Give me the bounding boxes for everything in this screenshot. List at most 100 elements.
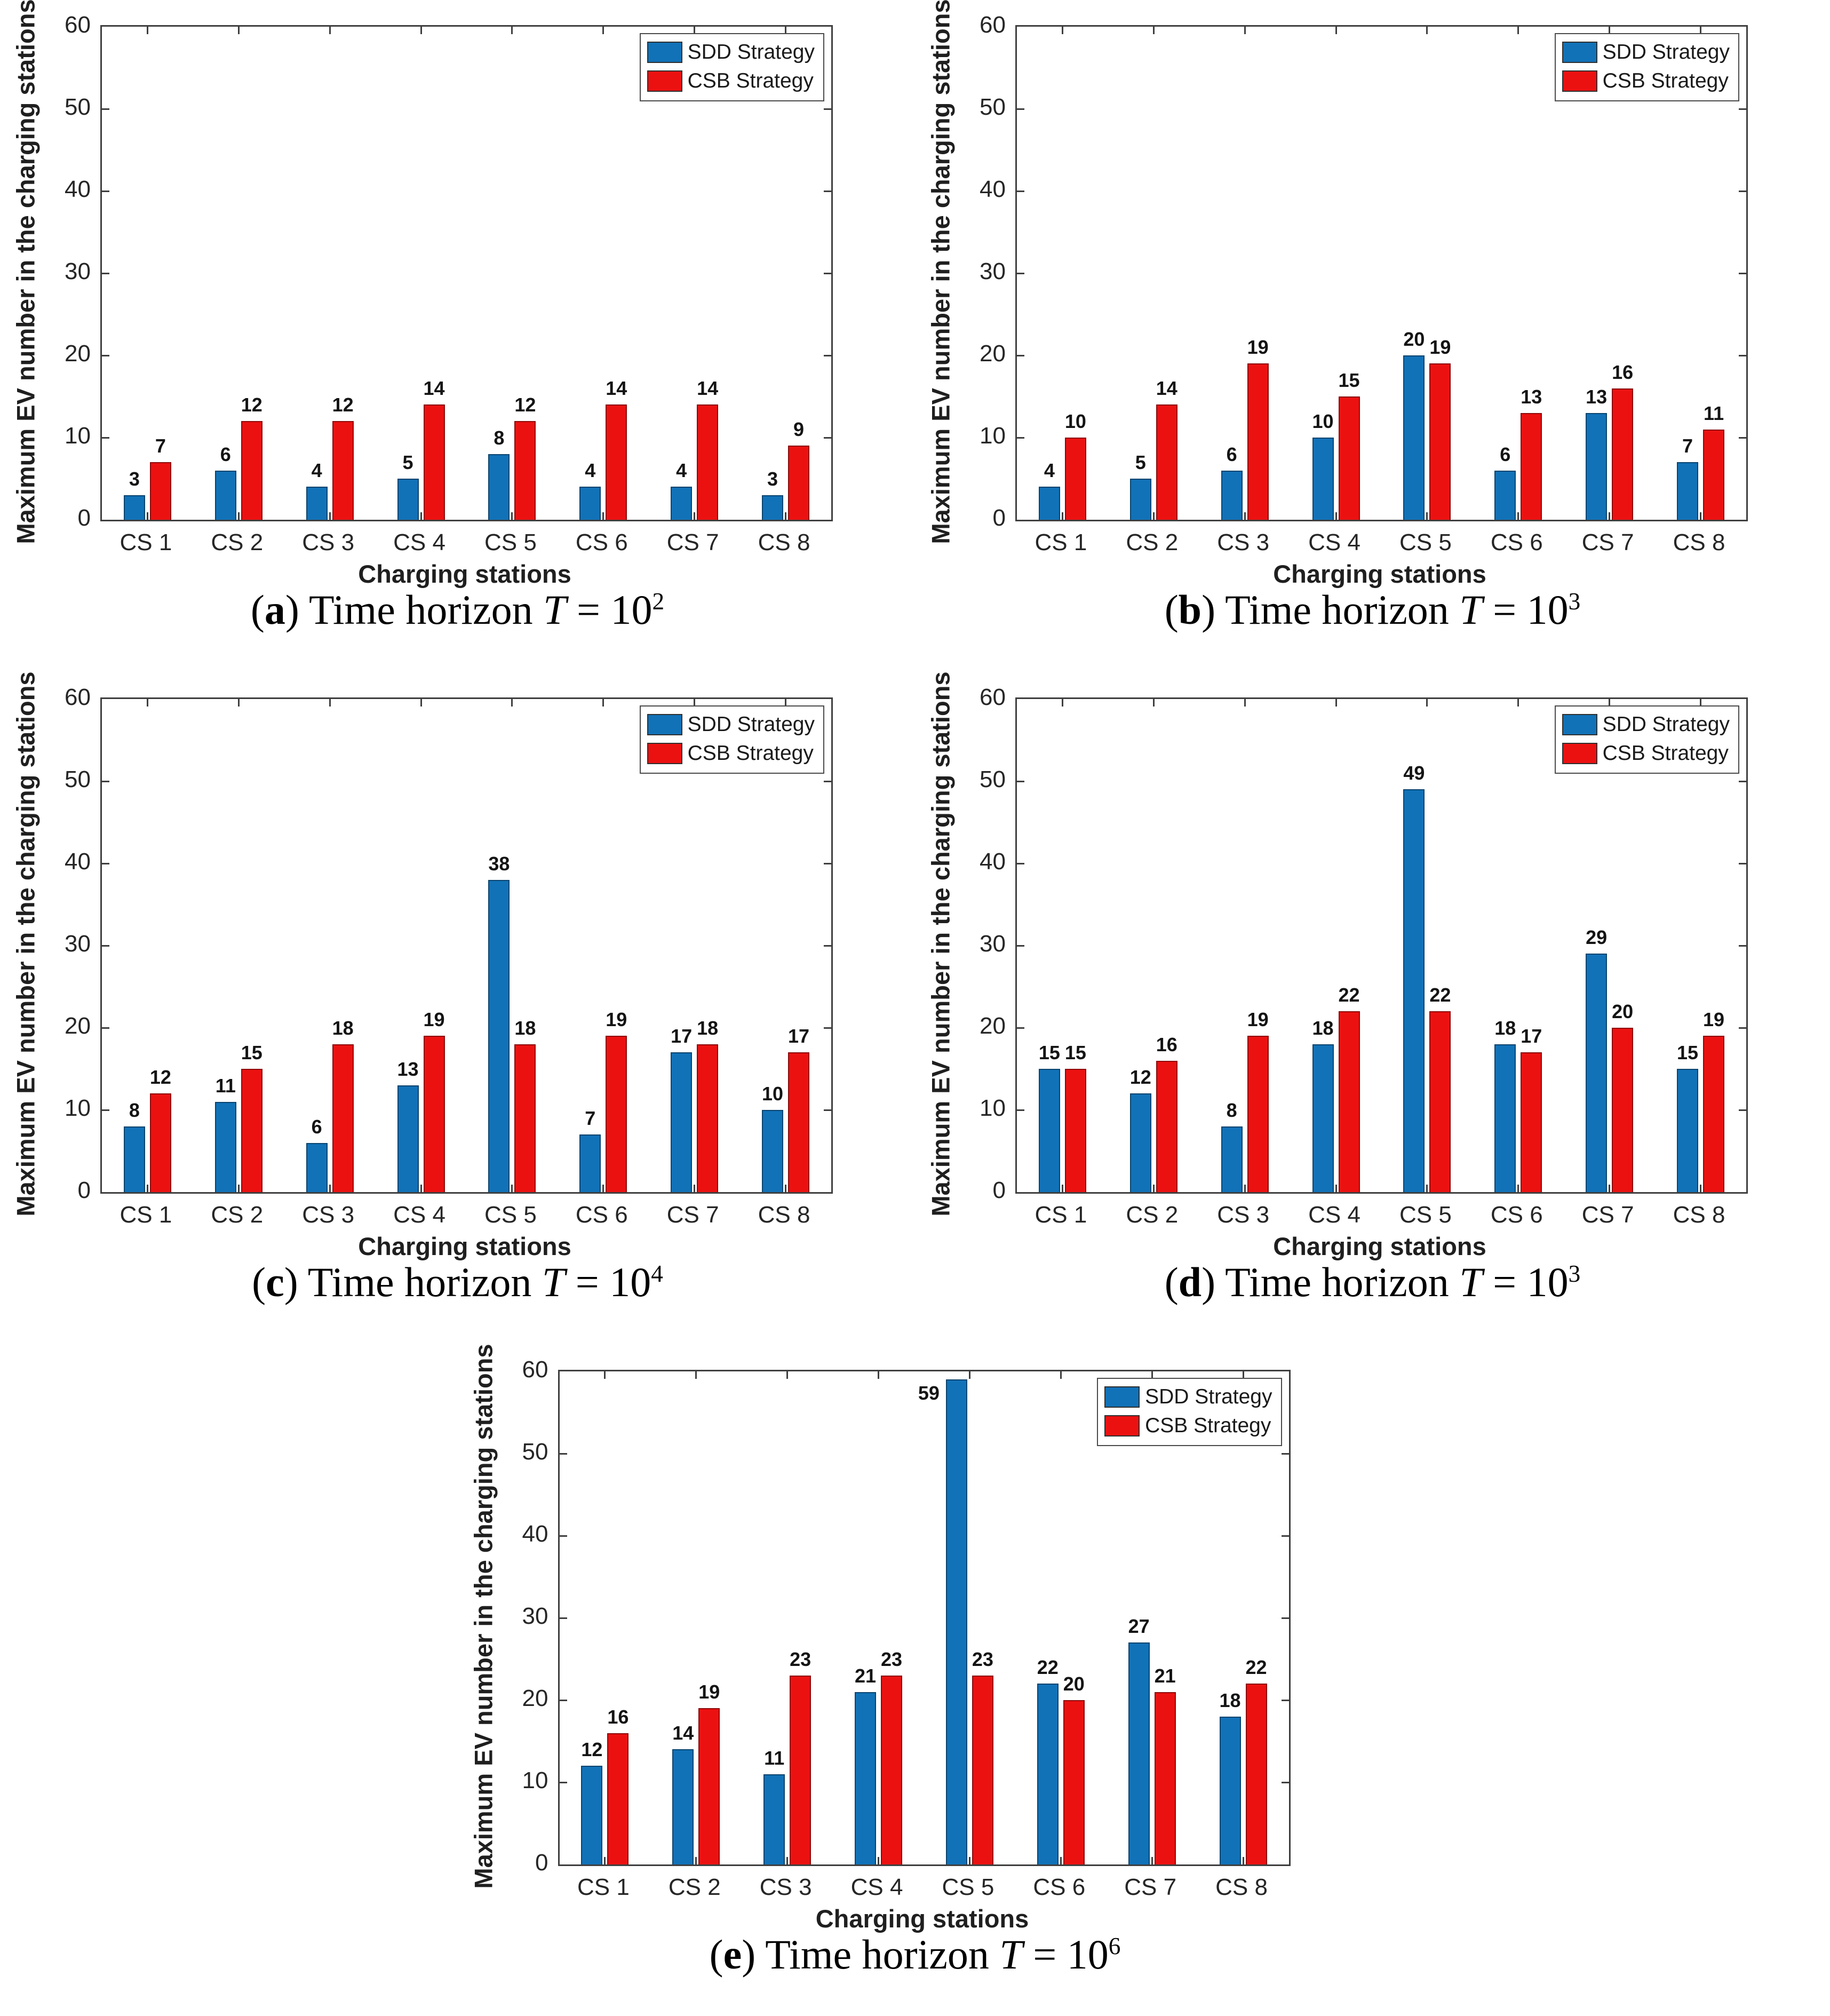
legend: SDD Strategy CSB Strategy (1097, 1378, 1282, 1446)
bar-csb-cs6 (1521, 412, 1542, 520)
bar-value-label: 7 (1682, 435, 1693, 457)
x-tick-mark (1244, 699, 1246, 707)
bar-sdd-cs2 (672, 1749, 694, 1864)
x-tick-mark (1060, 1857, 1062, 1864)
x-axis-label: Charging stations (1273, 1232, 1486, 1260)
x-tick-mark (237, 512, 240, 520)
caption-variable: T (542, 1259, 566, 1305)
bar-csb-cs6 (606, 404, 627, 520)
x-tick-label: CS 5 (484, 529, 537, 555)
bar-sdd-cs8 (1677, 462, 1699, 520)
bar-csb-cs8 (1245, 1684, 1267, 1864)
caption-close-paren: ) (1202, 586, 1216, 633)
y-tick-mark (102, 780, 109, 782)
x-tick-label: CS 5 (942, 1874, 994, 1900)
x-axis-label: Charging stations (815, 1904, 1029, 1933)
sdd-swatch-icon (647, 42, 682, 63)
x-tick-mark (695, 1857, 697, 1864)
bar-csb-cs5 (1429, 363, 1451, 520)
x-tick-mark (1335, 27, 1337, 34)
y-tick-mark (1281, 1617, 1289, 1619)
x-tick-mark (786, 1857, 789, 1864)
legend: SDD Strategy CSB Strategy (639, 705, 824, 774)
bar-sdd-cs1 (1038, 487, 1060, 520)
caption-base: 10 (1526, 1259, 1569, 1305)
bar-sdd-cs2 (214, 1101, 236, 1192)
bar-csb-cs8 (788, 1052, 810, 1192)
x-tick-mark (1335, 699, 1337, 707)
bar-value-label: 22 (1338, 984, 1360, 1006)
bar-csb-cs6 (606, 1036, 627, 1192)
bar-value-label: 3 (767, 467, 778, 490)
legend-entry-csb: CSB Strategy (647, 742, 815, 765)
caption-variable: T (1459, 1259, 1483, 1305)
x-tick-mark (146, 512, 148, 520)
legend: SDD Strategy CSB Strategy (1554, 705, 1739, 774)
x-tick-mark (1426, 699, 1428, 707)
bar-value-label: 12 (514, 394, 536, 416)
legend-entry-sdd: SDD Strategy (647, 41, 815, 64)
bar-sdd-cs2 (214, 470, 236, 520)
sdd-swatch-icon (1562, 714, 1597, 735)
x-tick-mark (1335, 1185, 1337, 1192)
y-tick-mark (824, 944, 831, 947)
y-tick-label: 0 (77, 505, 91, 531)
y-tick-label: 20 (65, 340, 91, 367)
bar-csb-cs3 (332, 421, 354, 520)
bar-value-label: 15 (1038, 1042, 1060, 1063)
caption-letter: b (1178, 586, 1202, 633)
y-tick-label: 10 (65, 423, 91, 449)
bar-sdd-cs1 (581, 1766, 603, 1864)
bar-csb-cs7 (697, 1044, 719, 1192)
caption-letter: c (266, 1259, 284, 1305)
bar-value-label: 16 (607, 1705, 629, 1728)
x-tick-mark (968, 1857, 970, 1864)
caption-base: 10 (609, 1259, 651, 1305)
y-tick-label: 60 (980, 684, 1006, 710)
bar-csb-cs1 (1064, 438, 1086, 520)
bar-value-label: 15 (241, 1042, 262, 1063)
y-tick-mark (102, 1109, 109, 1111)
y-tick-mark (102, 354, 109, 356)
x-tick-mark (1700, 699, 1702, 707)
y-tick-mark (1281, 1699, 1289, 1701)
y-tick-mark (1739, 436, 1746, 439)
plot-area: 15 12 8 18 49 18 29 15 15 16 19 22 22 17 20 19 SDD Strat… (1015, 697, 1748, 1194)
y-tick-label: 60 (522, 1356, 548, 1383)
bar-sdd-cs4 (397, 1085, 419, 1192)
legend-entry-csb: CSB Strategy (1562, 742, 1730, 765)
x-tick-mark (1152, 512, 1155, 520)
x-tick-mark (1609, 27, 1611, 34)
legend-entry-sdd: SDD Strategy (1104, 1385, 1272, 1409)
x-tick-label: CS 3 (1217, 1202, 1270, 1228)
x-tick-label: CS 6 (1490, 529, 1543, 555)
panel-caption: (c) Time horizon T = 104 (0, 1258, 915, 1306)
x-tick-mark (1517, 512, 1519, 520)
csb-swatch-icon (1562, 743, 1597, 764)
bar-value-label: 12 (332, 394, 354, 416)
sdd-swatch-icon (1562, 42, 1597, 63)
caption-equals: = (1482, 1259, 1527, 1305)
caption-open-paren: ( (709, 1931, 723, 1978)
bar-sdd-cs1 (123, 1126, 145, 1192)
x-tick-label: CS 5 (1399, 529, 1452, 555)
bar-csb-cs5 (514, 421, 536, 520)
x-tick-mark (146, 27, 148, 34)
bar-value-label: 14 (606, 377, 627, 400)
bar-value-label: 23 (790, 1648, 811, 1670)
bar-value-label: 59 (918, 1382, 940, 1404)
x-tick-mark (511, 1185, 513, 1192)
x-tick-mark (1700, 1185, 1702, 1192)
x-tick-label: CS 6 (1490, 1202, 1543, 1228)
x-tick-mark (1152, 699, 1155, 707)
bar-csb-cs2 (241, 1069, 262, 1192)
legend-label: CSB Strategy (1602, 742, 1729, 765)
x-tick-label: CS 2 (1126, 1202, 1179, 1228)
bar-value-label: 18 (1219, 1689, 1241, 1711)
y-tick-mark (1017, 944, 1024, 947)
x-tick-mark (237, 27, 240, 34)
y-tick-mark (102, 108, 109, 110)
bar-value-label: 14 (697, 377, 719, 400)
y-tick-label: 10 (980, 1095, 1006, 1121)
y-tick-mark (1739, 862, 1746, 864)
